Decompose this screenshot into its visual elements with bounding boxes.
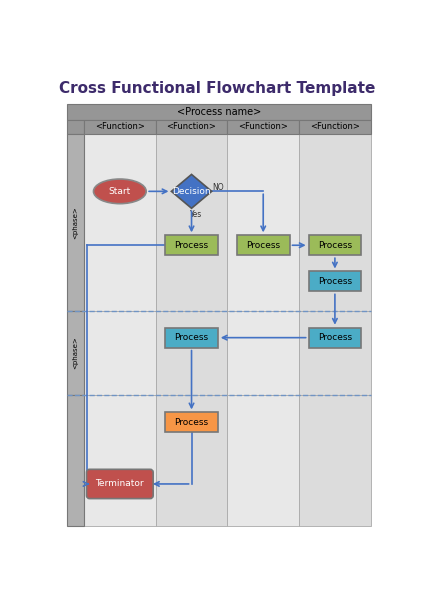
FancyBboxPatch shape: [237, 235, 290, 255]
Text: <Function>: <Function>: [310, 122, 360, 131]
FancyBboxPatch shape: [227, 311, 299, 395]
Text: <phase>: <phase>: [73, 206, 78, 239]
FancyBboxPatch shape: [156, 134, 227, 311]
FancyBboxPatch shape: [165, 235, 218, 255]
Text: Process: Process: [318, 333, 352, 342]
FancyBboxPatch shape: [227, 120, 299, 134]
Ellipse shape: [94, 179, 146, 203]
FancyBboxPatch shape: [165, 328, 218, 347]
Text: Process: Process: [174, 241, 209, 250]
FancyBboxPatch shape: [299, 134, 371, 311]
Text: Yes: Yes: [190, 210, 202, 219]
FancyBboxPatch shape: [299, 311, 371, 395]
Text: Process: Process: [246, 241, 280, 250]
FancyBboxPatch shape: [67, 134, 84, 311]
Text: <Process name>: <Process name>: [177, 107, 261, 117]
Text: <Function>: <Function>: [95, 122, 145, 131]
FancyBboxPatch shape: [299, 395, 371, 526]
Text: Process: Process: [174, 418, 209, 427]
Text: Process: Process: [318, 241, 352, 250]
FancyBboxPatch shape: [67, 395, 84, 526]
FancyBboxPatch shape: [84, 311, 156, 395]
FancyBboxPatch shape: [84, 134, 156, 311]
Text: Process: Process: [318, 277, 352, 286]
FancyBboxPatch shape: [227, 134, 299, 311]
FancyBboxPatch shape: [84, 395, 156, 526]
FancyBboxPatch shape: [299, 120, 371, 134]
FancyBboxPatch shape: [227, 395, 299, 526]
Text: <Function>: <Function>: [238, 122, 288, 131]
Text: NO: NO: [212, 183, 224, 192]
FancyBboxPatch shape: [67, 120, 84, 134]
FancyBboxPatch shape: [84, 120, 156, 134]
FancyBboxPatch shape: [309, 271, 361, 292]
FancyBboxPatch shape: [156, 311, 227, 395]
FancyBboxPatch shape: [67, 311, 84, 395]
Polygon shape: [171, 175, 212, 208]
Text: Decision: Decision: [172, 187, 211, 196]
FancyBboxPatch shape: [309, 235, 361, 255]
FancyBboxPatch shape: [86, 469, 153, 499]
Text: <phase>: <phase>: [73, 337, 78, 370]
FancyBboxPatch shape: [156, 395, 227, 526]
FancyBboxPatch shape: [309, 328, 361, 347]
FancyBboxPatch shape: [67, 104, 371, 120]
Text: <Function>: <Function>: [167, 122, 217, 131]
Text: Process: Process: [174, 333, 209, 342]
Text: Terminator: Terminator: [95, 479, 144, 488]
FancyBboxPatch shape: [165, 412, 218, 433]
Text: Cross Functional Flowchart Template: Cross Functional Flowchart Template: [59, 82, 376, 97]
Text: Start: Start: [109, 187, 131, 196]
FancyBboxPatch shape: [156, 120, 227, 134]
